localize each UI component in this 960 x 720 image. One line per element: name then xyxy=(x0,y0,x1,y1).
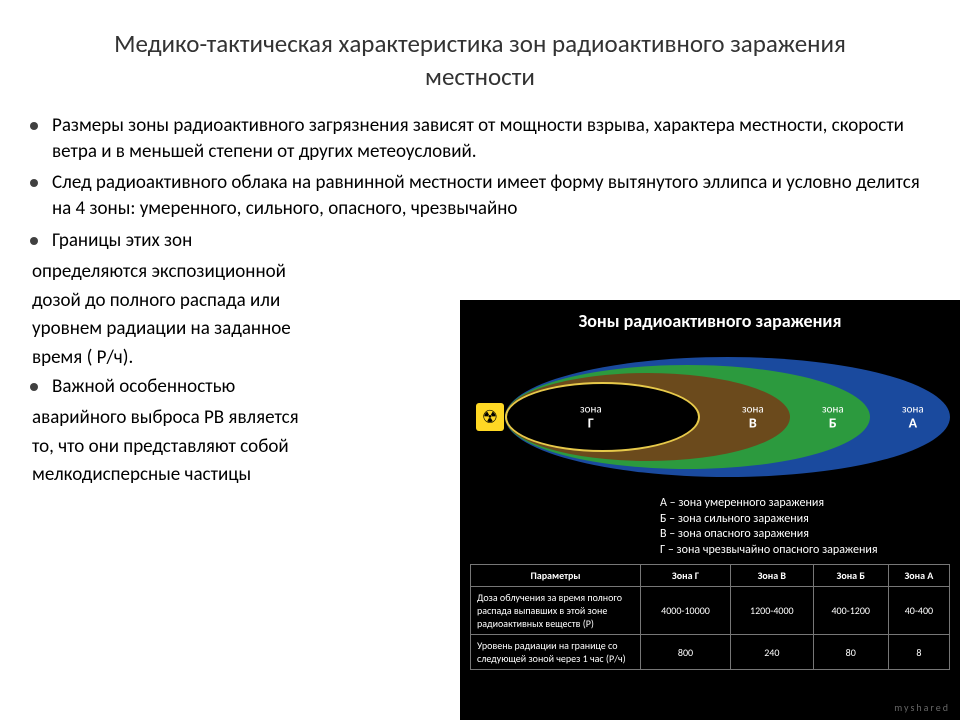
contamination-zones-figure: Зоны радиоактивного заражения ☢ зонаА зон… xyxy=(460,300,960,720)
text-line: дозой до полного распада или xyxy=(32,288,452,315)
bullet-item: Размеры зоны радиоактивного загрязнения … xyxy=(30,113,930,164)
bullet-item: След радиоактивного облака на равнинной … xyxy=(30,170,930,221)
table-cell: 240 xyxy=(731,635,814,670)
bullet-text: След радиоактивного облака на равнинной … xyxy=(52,170,930,221)
table-cell: 80 xyxy=(813,635,888,670)
figure-title: Зоны радиоактивного заражения xyxy=(460,300,960,334)
paragraph-block: определяются экспозиционной дозой до пол… xyxy=(32,259,452,371)
legend-line: А – зона умеренного заражения xyxy=(660,496,946,512)
radiation-icon: ☢ xyxy=(476,403,504,431)
bullet-marker xyxy=(30,383,38,391)
zone-ellipse-G xyxy=(505,382,700,452)
bullet-marker xyxy=(30,237,38,245)
bullet-text: Границы этих зон xyxy=(52,228,930,254)
table-cell: 40-400 xyxy=(888,587,949,635)
zone-label-B: зонаБ xyxy=(822,403,844,430)
table-header: Зона В xyxy=(731,565,814,587)
bullet-marker xyxy=(30,122,38,130)
legend-line: Г – зона чрезвычайно опасного заражения xyxy=(660,543,946,559)
table-cell: 800 xyxy=(641,635,731,670)
ellipse-diagram: ☢ зонаА зонаБ зонаВ зонаГ xyxy=(470,342,950,492)
table-header: Зона Б xyxy=(813,565,888,587)
zone-parameters-table: Параметры Зона Г Зона В Зона Б Зона А До… xyxy=(470,564,950,670)
table-cell: Доза облучения за время полного распада … xyxy=(471,587,641,635)
table-cell: 1200-4000 xyxy=(731,587,814,635)
text-line: аварийного выброса РВ является xyxy=(32,405,452,432)
bullet-item: Границы этих зон xyxy=(30,228,930,254)
bullet-marker xyxy=(30,179,38,187)
table-cell: 400-1200 xyxy=(813,587,888,635)
table-row: Доза облучения за время полного распада … xyxy=(471,587,950,635)
table-cell: Уровень радиации на границе со следующей… xyxy=(471,635,641,670)
table-row: Уровень радиации на границе со следующей… xyxy=(471,635,950,670)
zone-label-V: зонаВ xyxy=(742,403,764,430)
bullet-text: Размеры зоны радиоактивного загрязнения … xyxy=(52,113,930,164)
text-line: уровнем радиации на заданное xyxy=(32,316,452,343)
zone-legend: А – зона умеренного заражения Б – зона с… xyxy=(460,496,960,564)
paragraph-block: аварийного выброса РВ является то, что о… xyxy=(32,405,452,489)
text-line: то, что они представляют собой xyxy=(32,434,452,461)
table-cell: 8 xyxy=(888,635,949,670)
table-header: Зона Г xyxy=(641,565,731,587)
legend-line: В – зона опасного заражения xyxy=(660,527,946,543)
table-header: Параметры xyxy=(471,565,641,587)
table-cell: 4000-10000 xyxy=(641,587,731,635)
table-header-row: Параметры Зона Г Зона В Зона Б Зона А xyxy=(471,565,950,587)
text-line: время ( Р/ч). xyxy=(32,345,452,372)
watermark: myshared xyxy=(894,701,950,714)
legend-line: Б – зона сильного заражения xyxy=(660,512,946,528)
slide-title: Медико-тактическая характеристика зон ра… xyxy=(0,0,960,105)
zone-label-G: зонаГ xyxy=(580,403,602,430)
table-header: Зона А xyxy=(888,565,949,587)
zone-label-A: зонаА xyxy=(902,403,924,430)
text-line: мелкодисперсные частицы xyxy=(32,462,452,489)
text-line: определяются экспозиционной xyxy=(32,259,452,286)
